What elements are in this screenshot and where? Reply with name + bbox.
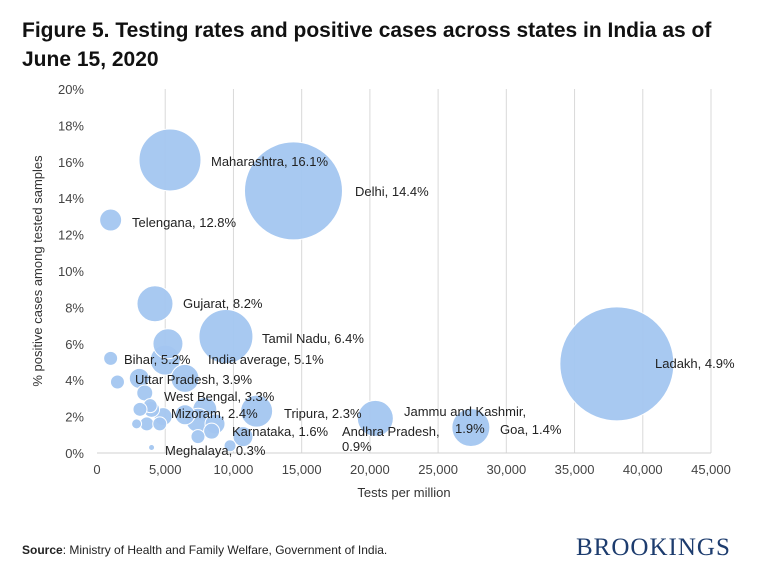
- chart-title: Figure 5. Testing rates and positive cas…: [22, 19, 712, 71]
- bubble: [174, 404, 196, 426]
- data-label: Mizoram, 2.4%: [171, 406, 258, 421]
- bubble: [243, 141, 343, 241]
- y-tick-label: 18%: [58, 118, 84, 133]
- data-label: Bihar, 5.2%: [124, 352, 191, 367]
- bubble: [559, 306, 675, 422]
- bubble: [198, 309, 254, 365]
- bubble: [148, 444, 156, 452]
- y-axis-label: % positive cases among tested samples: [30, 155, 45, 387]
- x-tick-label: 15,000: [282, 462, 322, 477]
- data-label: Karnataka, 1.6%: [232, 424, 329, 439]
- data-label: Tripura, 2.3%: [284, 406, 362, 421]
- data-label: Maharashtra, 16.1%: [211, 154, 329, 169]
- bubble: [152, 328, 184, 360]
- data-label: Meghalaya, 0.3%: [165, 443, 266, 458]
- bubble: [356, 399, 394, 437]
- bubble: [138, 128, 202, 192]
- y-tick-label: 8%: [65, 300, 84, 315]
- y-tick-label: 10%: [58, 264, 84, 279]
- bubble: [190, 429, 206, 445]
- bubble: [223, 439, 237, 453]
- data-label: West Bengal, 3.3%: [164, 389, 275, 404]
- y-tick-label: 20%: [58, 82, 84, 97]
- x-tick-label: 20,000: [350, 462, 390, 477]
- x-axis-label: Tests per million: [357, 485, 450, 500]
- x-tick-label: 25,000: [418, 462, 458, 477]
- data-label: Ladakh, 4.9%: [655, 356, 735, 371]
- data-label: 1.9%: [455, 421, 485, 436]
- bubble: [99, 208, 123, 232]
- brookings-logo: BROOKINGS: [576, 534, 731, 561]
- y-tick-label: 16%: [58, 155, 84, 170]
- bubble: [170, 363, 200, 393]
- bubble: [240, 394, 274, 428]
- source-note: Source: Ministry of Health and Family We…: [22, 543, 387, 557]
- bubble: [152, 416, 168, 432]
- x-tick-label: 45,000: [691, 462, 731, 477]
- x-tick-label: 5,000: [149, 462, 182, 477]
- bubble: [136, 285, 174, 323]
- data-label: Uttar Pradesh, 3.9%: [135, 372, 252, 387]
- source-label: Source: [22, 543, 63, 557]
- bubble: [131, 418, 143, 430]
- x-tick-label: 40,000: [623, 462, 663, 477]
- data-label: Jammu and Kashmir,: [404, 404, 526, 419]
- y-tick-label: 0%: [65, 446, 84, 461]
- y-tick-label: 4%: [65, 373, 84, 388]
- x-tick-label: 10,000: [214, 462, 254, 477]
- data-label: India average, 5.1%: [208, 352, 324, 367]
- x-tick-label: 0: [93, 462, 100, 477]
- bubble: [103, 350, 119, 366]
- bubble: [132, 401, 148, 417]
- y-tick-label: 2%: [65, 410, 84, 425]
- data-label: Gujarat, 8.2%: [183, 296, 263, 311]
- source-text: : Ministry of Health and Family Welfare,…: [62, 543, 388, 557]
- data-label: Goa, 1.4%: [500, 422, 562, 437]
- y-tick-label: 14%: [58, 191, 84, 206]
- x-tick-label: 35,000: [555, 462, 595, 477]
- data-label: Tamil Nadu, 6.4%: [262, 331, 364, 346]
- data-label: 0.9%: [342, 439, 372, 454]
- data-label: Telengana, 12.8%: [132, 215, 237, 230]
- bubble: [203, 422, 221, 440]
- data-label: Delhi, 14.4%: [355, 184, 429, 199]
- data-label: Andhra Pradesh,: [342, 424, 440, 439]
- bubble: [109, 374, 125, 390]
- bubble: [232, 426, 254, 448]
- x-tick-label: 30,000: [486, 462, 526, 477]
- bubble: [451, 408, 491, 448]
- y-tick-label: 12%: [58, 228, 84, 243]
- y-tick-label: 6%: [65, 337, 84, 352]
